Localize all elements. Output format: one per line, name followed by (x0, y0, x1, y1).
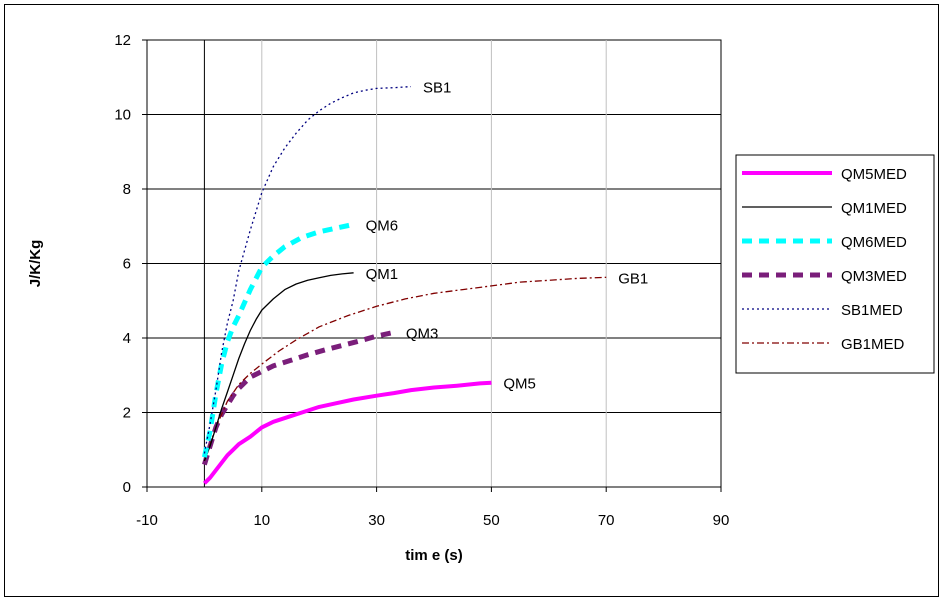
series-label-gb1: GB1 (618, 270, 648, 287)
y-tick-label: 8 (123, 181, 131, 198)
y-tick-label: 10 (114, 107, 131, 124)
series-labels: QM5 QM1 QM6 QM3 SB1 GB1 (366, 80, 649, 393)
series-group (201, 85, 607, 485)
x-axis-title: tim e (s) (405, 547, 463, 564)
legend-entry-sb1med: SB1MED (841, 302, 903, 319)
legend-entry-qm6med: QM6MED (841, 234, 907, 251)
series-line-qm1med (203, 272, 354, 462)
y-tick-label: 2 (123, 405, 131, 422)
x-tick-label: 10 (253, 512, 270, 529)
y-tick-label: 12 (114, 32, 131, 49)
series-label-qm6: QM6 (366, 217, 399, 234)
series-label-qm5: QM5 (503, 376, 536, 393)
series-line-qm5med (202, 380, 492, 485)
legend-box (735, 154, 935, 374)
series-line-sb1med (203, 85, 412, 454)
series-label-sb1: SB1 (423, 80, 451, 97)
x-tick-label: 30 (368, 512, 385, 529)
chart-frame (4, 4, 939, 597)
legend-entry-gb1med: GB1MED (841, 336, 905, 353)
x-tick-label: 90 (713, 512, 730, 529)
y-axis-title: J/K/Kg (27, 240, 44, 288)
series-label-qm1: QM1 (366, 266, 399, 283)
x-tick-label: 70 (598, 512, 615, 529)
series-line-gb1med (203, 276, 607, 462)
legend: QM5MED QM1MED QM6MED QM3MED SB1MED GB1MED (735, 154, 935, 374)
series-line-qm6med (201, 221, 355, 458)
x-tick-label: 50 (483, 512, 500, 529)
y-tick-label: 0 (123, 479, 131, 496)
axes: 0 2 4 6 8 10 12 -10 10 30 50 70 90 (114, 32, 729, 529)
y-tick-label: 6 (123, 256, 131, 273)
series-label-qm3: QM3 (406, 325, 439, 342)
x-tick-label: -10 (136, 512, 158, 529)
grid (147, 39, 721, 487)
y-tick-label: 4 (123, 330, 131, 347)
legend-entry-qm5med: QM5MED (841, 166, 907, 183)
legend-entry-qm1med: QM1MED (841, 200, 907, 217)
legend-entry-qm3med: QM3MED (841, 268, 907, 285)
